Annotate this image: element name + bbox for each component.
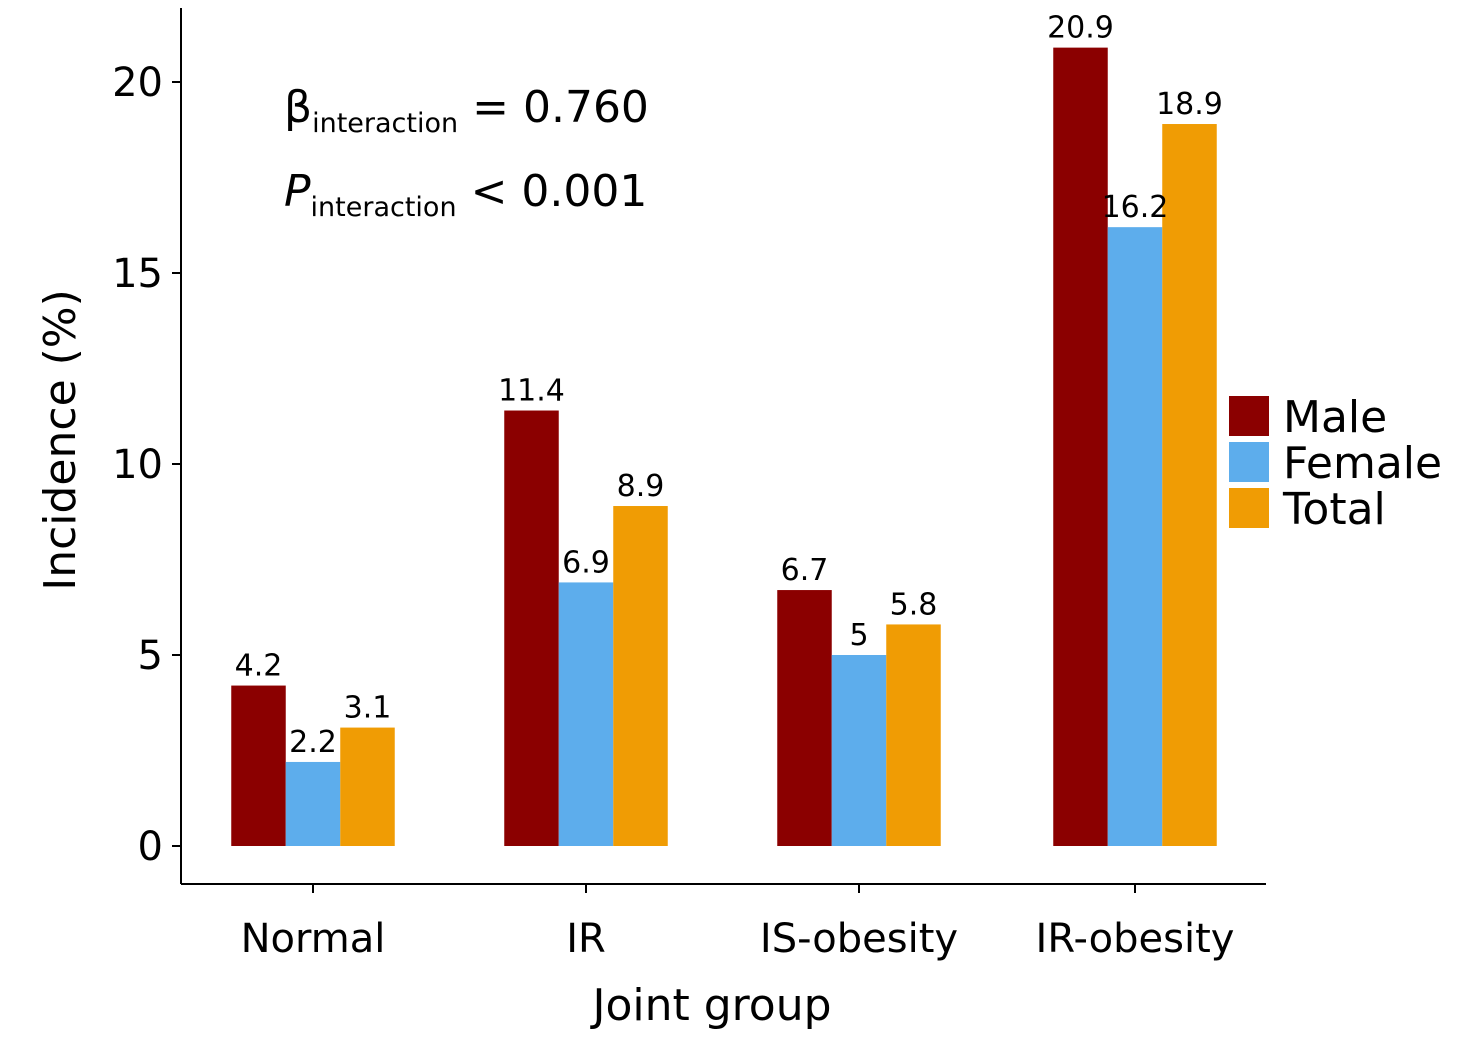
data-label: 16.2 — [1102, 190, 1169, 225]
bar-total — [340, 727, 395, 846]
interaction-annotation: βinteraction = 0.760 — [284, 82, 649, 139]
bar-male — [1053, 47, 1108, 847]
data-label: 18.9 — [1156, 87, 1223, 122]
annotations: βinteraction = 0.760 Pinteraction < 0.001 — [284, 82, 649, 223]
data-label: 3.1 — [344, 691, 392, 726]
bar-female — [1107, 227, 1163, 846]
data-label: 4.2 — [235, 649, 283, 684]
data-label: 5 — [849, 618, 868, 653]
data-label: 2.2 — [289, 725, 337, 760]
bar-female — [558, 582, 614, 846]
bar-total — [613, 506, 668, 846]
x-tick-label: IR-obesity — [1036, 916, 1235, 962]
data-label: 8.9 — [617, 469, 665, 504]
data-label: 6.9 — [562, 545, 610, 580]
legend-label-male: Male — [1283, 392, 1387, 443]
bar-total — [886, 624, 941, 846]
bar-total — [1162, 124, 1217, 846]
y-tick-label: 10 — [112, 442, 163, 488]
data-label: 5.8 — [890, 587, 938, 622]
x-axis-title: Joint group — [589, 980, 831, 1031]
bar-male — [504, 410, 559, 846]
legend-label-female: Female — [1283, 438, 1442, 489]
x-tick-label: Normal — [241, 916, 386, 962]
legend-label-total: Total — [1282, 484, 1386, 535]
y-tick-label: 15 — [112, 251, 163, 297]
axes — [180, 8, 1266, 885]
x-tick-label: IR — [566, 916, 606, 962]
bar-female — [285, 761, 341, 846]
y-tick-label: 0 — [138, 824, 163, 870]
y-tick-label: 5 — [138, 633, 163, 679]
legend-swatch-total — [1229, 488, 1269, 528]
x-tick-label: IS-obesity — [760, 916, 958, 962]
interaction-annotation: Pinteraction < 0.001 — [284, 166, 647, 223]
bars-layer — [231, 47, 1217, 847]
bar-female — [831, 655, 887, 846]
y-ticks: 0 5 10 15 20 — [112, 60, 181, 870]
legend-swatch-male — [1229, 396, 1269, 436]
bar-male — [777, 590, 832, 846]
y-axis-title: Incidence (%) — [35, 289, 86, 591]
legend-swatch-female — [1229, 442, 1269, 482]
bar-male — [231, 685, 286, 846]
data-label: 6.7 — [781, 553, 829, 588]
bar-labels-layer: 4.2 2.23.1 11.4 6.9 8.9 6.7 5 5.8 20.9 16.2 18.9 — [235, 11, 1223, 760]
y-tick-label: 20 — [112, 60, 163, 106]
data-label: 20.9 — [1047, 11, 1114, 46]
data-label: 11.4 — [498, 374, 565, 409]
x-ticks: Normal IR IS-obesity IR-obesity — [241, 884, 1235, 962]
